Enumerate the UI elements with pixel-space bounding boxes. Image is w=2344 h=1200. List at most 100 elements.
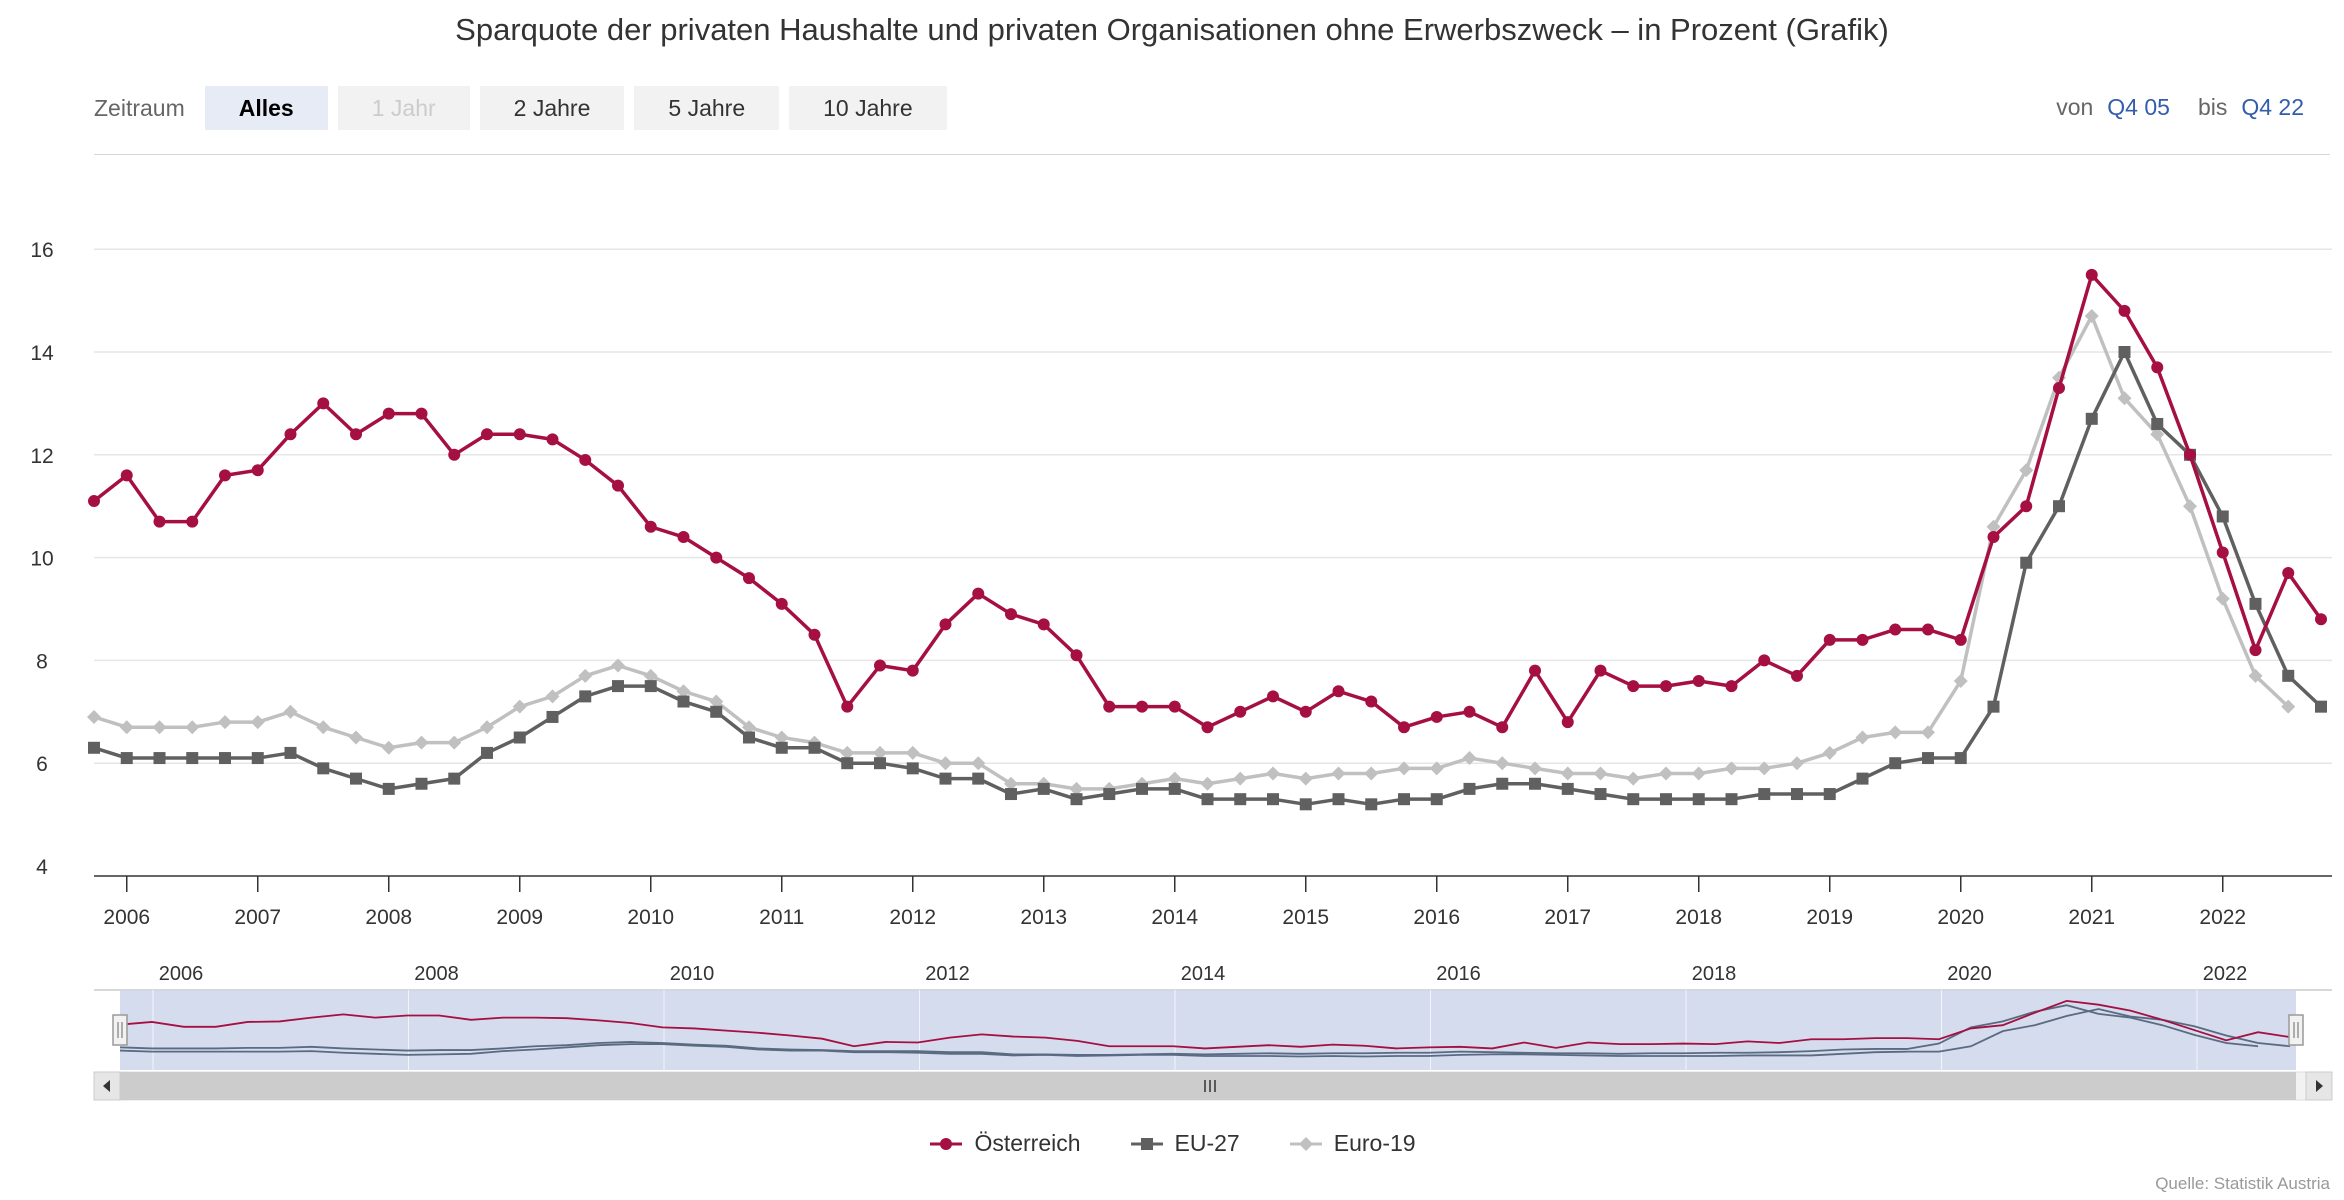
data-point (1429, 761, 1444, 776)
data-point (2019, 463, 2034, 478)
data-point (743, 572, 755, 585)
data-point (382, 407, 395, 420)
data-point (1070, 649, 1083, 662)
data-point (1005, 788, 1017, 801)
data-point (120, 752, 133, 765)
data-point (2282, 567, 2295, 580)
data-point (283, 704, 298, 719)
x-tick-label: 2012 (889, 906, 936, 929)
source-note: Quelle: Statistik Austria (2155, 1174, 2330, 1193)
data-point (644, 680, 657, 693)
x-tick-label: 2013 (1020, 906, 1067, 929)
series-eu-27 (88, 346, 2327, 811)
data-point (579, 690, 592, 703)
x-tick-label: 2019 (1806, 906, 1853, 929)
y-tick-label: 14 (30, 342, 54, 365)
range-button-5-years[interactable]: 5 Jahre (634, 86, 780, 130)
x-tick-label: 2008 (365, 906, 412, 929)
data-point (1790, 756, 1804, 771)
data-point (743, 731, 755, 744)
data-point (840, 745, 855, 760)
data-point (1986, 519, 2001, 534)
data-point (2053, 381, 2065, 394)
data-point (481, 746, 493, 759)
data-point (643, 668, 658, 683)
data-point (219, 752, 231, 765)
legend-item-euro-19[interactable]: Euro-19 (1288, 1130, 1416, 1157)
data-point (775, 741, 788, 754)
data-point (1758, 788, 1771, 801)
data-point (2249, 597, 2262, 610)
data-point (1037, 618, 1050, 631)
data-point (972, 772, 985, 785)
data-point (579, 453, 592, 466)
data-point (349, 730, 363, 745)
data-point (1398, 721, 1410, 734)
range-selector: Zeitraum Alles 1 Jahr 2 Jahre 5 Jahre 10… (94, 86, 957, 130)
data-point (481, 428, 493, 441)
data-point (382, 782, 395, 795)
data-point (1529, 777, 1541, 790)
data-point (1757, 761, 1772, 776)
range-button-10-years[interactable]: 10 Jahre (789, 86, 947, 130)
data-point (1922, 752, 1934, 765)
data-point (1725, 680, 1738, 693)
date-from-input[interactable]: Q4 05 (2107, 94, 2170, 120)
data-point (710, 705, 723, 718)
y-tick-label: 10 (30, 548, 53, 571)
range-button-1-year[interactable]: 1 Jahr (337, 86, 470, 130)
legend-item-oesterreich[interactable]: Österreich (928, 1130, 1081, 1157)
legend-item-eu-27[interactable]: EU-27 (1129, 1130, 1240, 1157)
x-tick-label: 2017 (1544, 906, 1591, 929)
data-point (874, 757, 886, 770)
data-point (1889, 623, 1902, 636)
data-point (546, 710, 559, 723)
data-point (2282, 669, 2295, 682)
data-point (1463, 782, 1476, 795)
data-point (1463, 705, 1476, 718)
data-point (1298, 771, 1313, 786)
data-point (153, 752, 166, 765)
data-point (316, 720, 331, 735)
legend-label: Österreich (974, 1130, 1081, 1156)
data-point (1725, 793, 1738, 806)
data-point (1200, 776, 1215, 791)
data-point (2151, 417, 2164, 430)
navigator-series-line (119, 1008, 2291, 1058)
data-point (1659, 766, 1673, 781)
navigator-handle-left[interactable] (112, 1014, 128, 1046)
data-point (2151, 361, 2164, 374)
data-point (1823, 633, 1836, 646)
data-point (1627, 793, 1640, 806)
data-point (414, 735, 429, 750)
date-to-label: bis (2197, 94, 2228, 120)
arrow-left-icon (103, 1080, 110, 1092)
x-tick-label: 2016 (1413, 906, 1460, 929)
range-button-all[interactable]: Alles (204, 86, 328, 130)
data-point (1922, 623, 1934, 636)
data-point (939, 772, 952, 785)
date-to-input[interactable]: Q4 22 (2241, 94, 2304, 120)
data-point (152, 720, 167, 735)
data-point (644, 520, 657, 533)
y-tick-label: 12 (30, 445, 53, 468)
data-point (2118, 304, 2131, 317)
navigator-scrollbar-thumb[interactable] (120, 1072, 2296, 1100)
data-point (1560, 766, 1575, 781)
circle-marker-icon (930, 1137, 963, 1150)
range-button-2-years[interactable]: 2 Jahre (479, 86, 625, 130)
data-point (774, 730, 789, 745)
data-point (1398, 793, 1410, 806)
data-point (676, 684, 691, 699)
navigator-handle-right[interactable] (2288, 1014, 2304, 1046)
data-point (1953, 673, 1968, 688)
data-point (1561, 782, 1574, 795)
navigator-tick-label: 2006 (159, 963, 204, 985)
data-point (1332, 793, 1345, 806)
data-point (218, 715, 232, 730)
data-point (1561, 716, 1574, 729)
data-point (284, 428, 297, 441)
data-point (415, 777, 428, 790)
data-point (415, 407, 428, 420)
data-point (2249, 644, 2262, 657)
